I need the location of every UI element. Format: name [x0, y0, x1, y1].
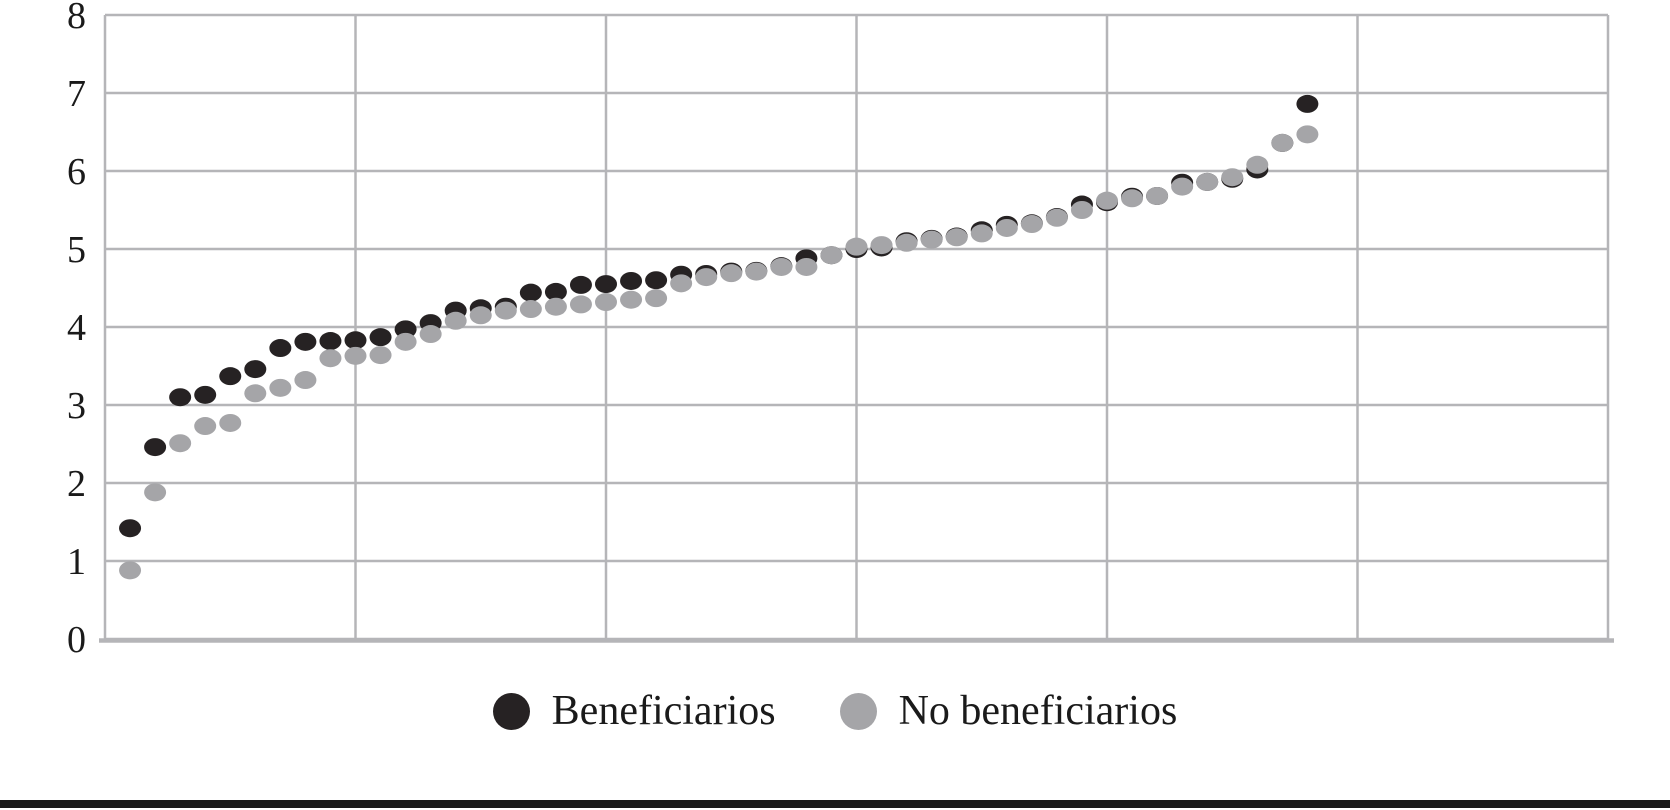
point-no-beneficiarios: [970, 224, 993, 243]
legend-item-beneficiarios: Beneficiarios: [492, 683, 776, 739]
point-no-beneficiarios: [444, 311, 467, 330]
point-no-beneficiarios: [795, 257, 818, 276]
point-no-beneficiarios: [394, 332, 417, 351]
point-beneficiarios: [544, 282, 567, 301]
point-no-beneficiarios: [369, 346, 392, 365]
point-no-beneficiarios: [294, 371, 317, 390]
point-no-beneficiarios: [244, 384, 267, 403]
y-axis-tick-label: 3: [67, 385, 86, 427]
y-axis-tick-label: 5: [67, 229, 86, 271]
point-no-beneficiarios: [645, 289, 668, 308]
y-axis-tick-label: 8: [67, 0, 86, 37]
point-no-beneficiarios: [920, 230, 943, 249]
point-no-beneficiarios: [1096, 191, 1118, 210]
point-beneficiarios: [344, 331, 367, 350]
point-no-beneficiarios: [519, 300, 542, 319]
point-no-beneficiarios: [119, 561, 142, 580]
point-no-beneficiarios: [845, 237, 868, 256]
point-no-beneficiarios: [1246, 155, 1269, 174]
point-beneficiarios: [219, 367, 242, 386]
point-no-beneficiarios: [945, 228, 968, 247]
plot-svg: 0 1 2 3 4 5 6 7 8: [67, 0, 1614, 660]
point-no-beneficiarios: [344, 346, 367, 365]
point-no-beneficiarios: [219, 413, 242, 432]
y-axis-tick-label: 6: [67, 151, 86, 193]
point-no-beneficiarios: [1020, 215, 1043, 234]
point-beneficiarios: [169, 388, 192, 407]
chart-legend: Beneficiarios No beneficiarios: [0, 683, 1670, 739]
point-no-beneficiarios: [1271, 133, 1294, 152]
point-beneficiarios: [394, 320, 417, 339]
point-beneficiarios: [595, 275, 617, 294]
point-no-beneficiarios: [1070, 201, 1093, 219]
point-no-beneficiarios: [1045, 208, 1068, 227]
point-beneficiarios: [1296, 94, 1319, 113]
point-beneficiarios: [569, 275, 592, 294]
point-no-beneficiarios: [1121, 189, 1144, 208]
point-no-beneficiarios: [695, 268, 718, 287]
point-no-beneficiarios: [1296, 125, 1319, 144]
point-no-beneficiarios: [1171, 177, 1194, 196]
point-no-beneficiarios: [269, 378, 292, 397]
point-beneficiarios: [119, 519, 142, 538]
point-no-beneficiarios: [319, 349, 342, 368]
point-no-beneficiarios: [670, 274, 693, 293]
beneficiarios-circle-icon: [492, 692, 530, 730]
point-beneficiarios: [519, 283, 542, 302]
no-beneficiarios-circle-icon: [839, 692, 877, 730]
y-axis-tick-label: 2: [67, 463, 86, 505]
point-no-beneficiarios: [169, 434, 192, 453]
point-no-beneficiarios: [194, 417, 217, 436]
point-beneficiarios: [144, 438, 167, 457]
y-axis-tick-label: 7: [67, 73, 86, 115]
point-no-beneficiarios: [820, 246, 843, 265]
point-no-beneficiarios: [595, 293, 617, 312]
point-beneficiarios: [269, 339, 292, 358]
point-no-beneficiarios: [569, 295, 592, 314]
legend-item-no-beneficiarios: No beneficiarios: [839, 683, 1178, 739]
point-no-beneficiarios: [745, 262, 768, 281]
y-axis-tick-label: 1: [67, 541, 86, 583]
point-no-beneficiarios: [1221, 168, 1244, 187]
point-no-beneficiarios: [895, 233, 918, 252]
point-no-beneficiarios: [544, 297, 567, 316]
legend-label-beneficiarios: Beneficiarios: [551, 688, 776, 734]
point-no-beneficiarios: [144, 483, 167, 502]
point-beneficiarios: [645, 271, 668, 290]
legend-label-no-beneficiarios: No beneficiarios: [898, 688, 1178, 734]
point-no-beneficiarios: [1146, 186, 1169, 205]
bottom-divider-rule: [0, 800, 1670, 808]
point-no-beneficiarios: [770, 257, 793, 276]
point-beneficiarios: [369, 328, 392, 347]
point-beneficiarios: [294, 332, 317, 351]
point-beneficiarios: [620, 271, 643, 290]
point-no-beneficiarios: [1196, 172, 1219, 191]
point-no-beneficiarios: [870, 236, 893, 255]
y-axis-tick-label: 4: [67, 307, 86, 349]
point-no-beneficiarios: [494, 301, 517, 320]
point-no-beneficiarios: [620, 290, 643, 309]
point-beneficiarios: [194, 385, 217, 404]
point-no-beneficiarios: [720, 264, 743, 283]
point-no-beneficiarios: [419, 325, 442, 344]
point-beneficiarios: [244, 360, 267, 379]
point-no-beneficiarios: [469, 306, 492, 325]
point-no-beneficiarios: [995, 218, 1018, 237]
point-beneficiarios: [319, 332, 342, 351]
y-axis-tick-label: 0: [67, 619, 86, 660]
